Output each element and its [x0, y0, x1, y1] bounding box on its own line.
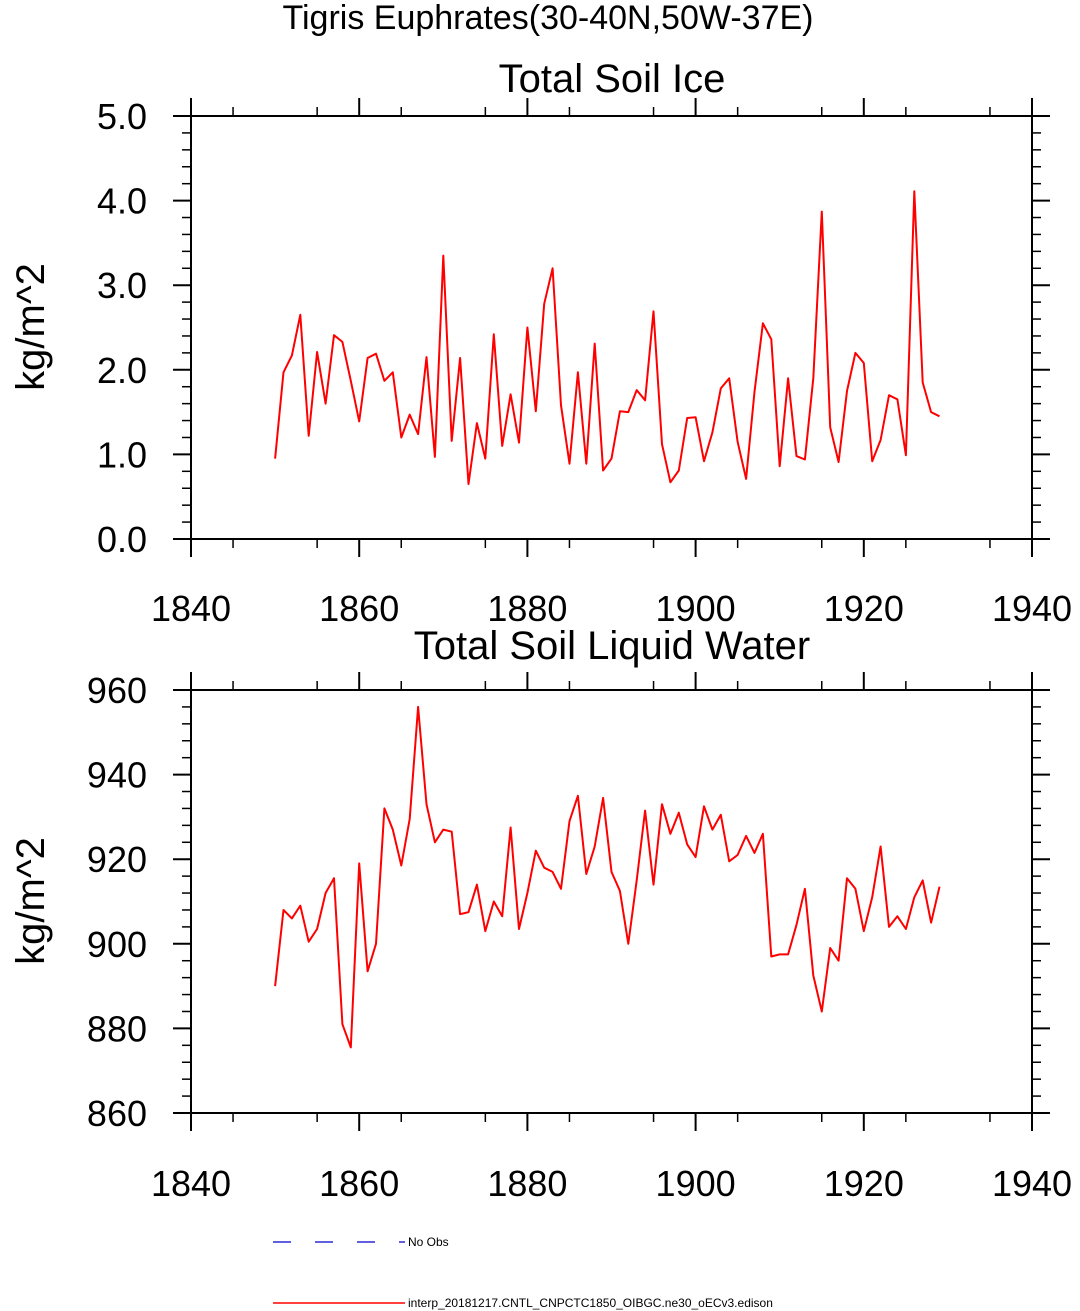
soil-liquid-water-y-tick-label: 860 — [87, 1093, 147, 1134]
soil-liquid-water-x-tick-label: 1920 — [824, 1163, 904, 1204]
figure-title: Tigris Euphrates(30-40N,50W-37E) — [282, 0, 813, 37]
soil-liquid-water-plot-frame — [190, 689, 1033, 1114]
soil-ice-panel: Total Soil Ice kg/m^2 0.0 1.0 2.0 3.0 4.0 5.0… — [9, 57, 1072, 629]
soil-liquid-water-y-tick-label: 960 — [87, 670, 147, 711]
soil-liquid-water-ticks — [173, 672, 1050, 1131]
soil-liquid-water-series-line-0 — [274, 705, 941, 1049]
soil-ice-x-tick-label: 1940 — [992, 588, 1072, 629]
soil-ice-y-tick-label: 4.0 — [97, 181, 147, 222]
soil-liquid-water-y-tick-label: 920 — [87, 839, 147, 880]
soil-ice-y-tick-label: 3.0 — [97, 265, 147, 306]
soil-liquid-water-x-tick-labels: 1840 1860 1880 1900 1920 1940 — [151, 1163, 1072, 1204]
legend: No Obs interp_20181217.CNTL_CNPCTC1850_O… — [273, 1235, 773, 1310]
soil-ice-plot-frame — [190, 115, 1033, 540]
soil-ice-x-tick-label: 1920 — [824, 588, 904, 629]
soil-liquid-water-y-tick-label: 880 — [87, 1008, 147, 1049]
soil-liquid-water-y-tick-labels: 860 880 900 920 940 960 — [87, 670, 147, 1134]
legend-no-obs-label: No Obs — [408, 1235, 449, 1249]
soil-liquid-water-panel: Total Soil Liquid Water kg/m^2 860 880 900… — [9, 624, 1072, 1204]
soil-liquid-water-x-tick-label: 1840 — [151, 1163, 231, 1204]
soil-ice-x-tick-label: 1900 — [656, 588, 736, 629]
soil-ice-y-tick-label: 0.0 — [97, 519, 147, 560]
soil-liquid-water-y-axis-label: kg/m^2 — [9, 837, 53, 965]
soil-liquid-water-title: Total Soil Liquid Water — [414, 624, 810, 668]
soil-ice-y-tick-label: 2.0 — [97, 350, 147, 391]
soil-ice-series — [274, 190, 940, 485]
soil-ice-y-tick-labels: 0.0 1.0 2.0 3.0 4.0 5.0 — [97, 96, 147, 560]
soil-ice-y-axis-label: kg/m^2 — [9, 263, 53, 391]
soil-liquid-water-x-tick-label: 1860 — [319, 1163, 399, 1204]
soil-ice-title: Total Soil Ice — [499, 57, 726, 101]
soil-ice-x-tick-labels: 1840 1860 1880 1900 1920 1940 — [151, 588, 1072, 629]
soil-liquid-water-x-tick-label: 1880 — [487, 1163, 567, 1204]
soil-liquid-water-y-tick-label: 900 — [87, 924, 147, 965]
soil-ice-x-tick-label: 1840 — [151, 588, 231, 629]
soil-ice-x-tick-label: 1880 — [487, 588, 567, 629]
soil-ice-series-line-0 — [274, 190, 940, 485]
soil-liquid-water-series — [274, 705, 941, 1049]
soil-liquid-water-x-tick-label: 1940 — [992, 1163, 1072, 1204]
soil-ice-y-tick-label: 5.0 — [97, 96, 147, 137]
soil-ice-y-tick-label: 1.0 — [97, 434, 147, 475]
soil-ice-x-tick-label: 1860 — [319, 588, 399, 629]
soil-ice-ticks — [173, 98, 1050, 557]
soil-liquid-water-x-tick-label: 1900 — [656, 1163, 736, 1204]
legend-model-label: interp_20181217.CNTL_CNPCTC1850_OIBGC.ne… — [408, 1296, 773, 1310]
soil-liquid-water-y-tick-label: 940 — [87, 755, 147, 796]
